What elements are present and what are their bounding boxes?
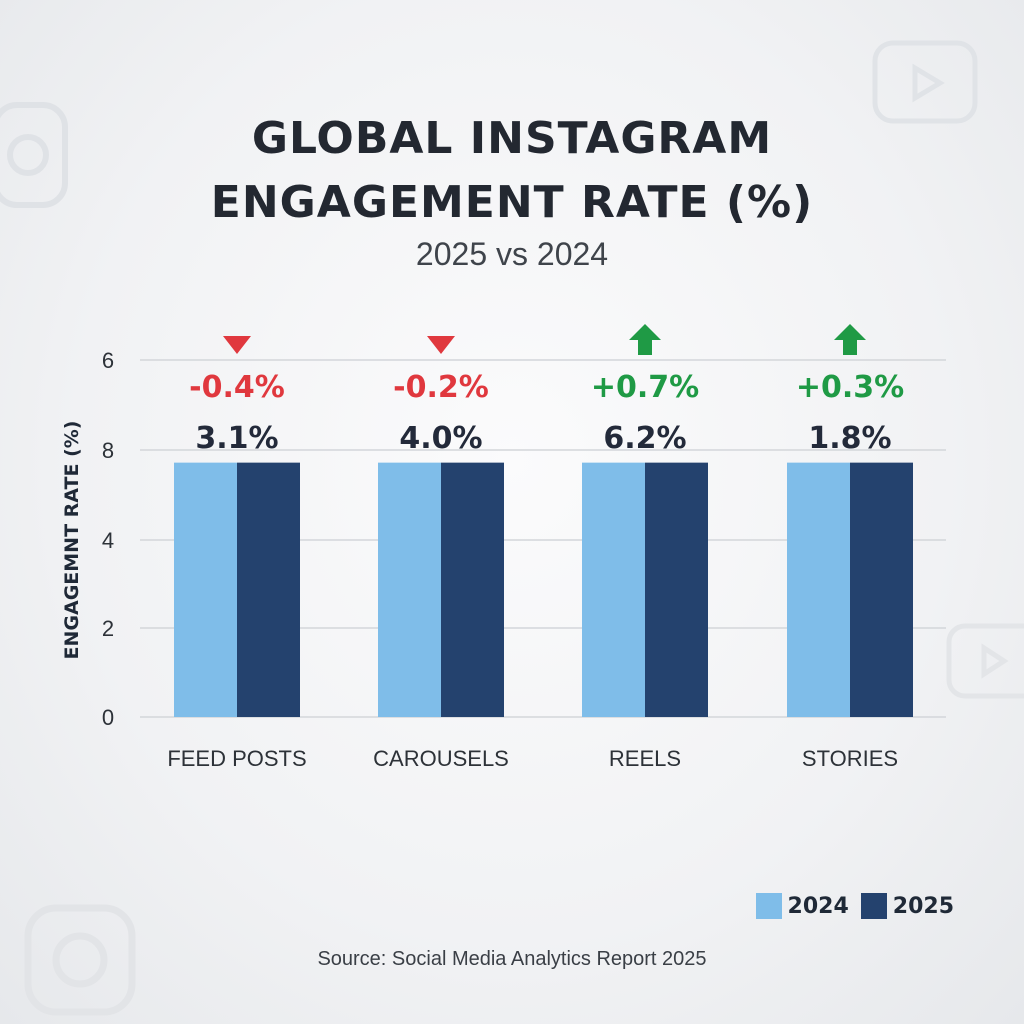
legend-item-2024: 2024 [755,893,849,919]
x-tick-label: FEED POSTS [167,746,306,771]
bar-chart: 0 2 4 8 6 ENGAGEMNT RATE (%) FEED POSTS 3.1% -0.… [61,324,946,771]
change-label: +0.3% [796,370,904,405]
legend: 2024 2025 [744,893,954,919]
instagram-icon [24,904,136,1016]
source-note: Source: Social Media Analytics Report 20… [317,948,707,970]
instagram-icon [0,102,68,208]
chart-subtitle: 2025 vs 2024 [415,236,609,272]
legend-item-2025: 2025 [860,893,954,919]
bar-2025-stories [850,462,913,717]
up-arrow-icon [834,324,866,355]
legend-swatch-2024 [755,893,782,919]
bar-2025-reels [645,462,708,717]
x-tick-label: STORIES [802,746,898,771]
change-label: -0.4% [189,370,285,405]
legend-swatch-2025 [860,893,887,919]
chart-title-line2: ENGAGEMENT RATE (%) [210,177,814,228]
x-tick-label: REELS [609,746,681,771]
bar-2024-carousels [378,462,441,717]
legend-label-2025: 2025 [892,893,954,919]
x-tick-label: CAROUSELS [373,746,509,771]
y-tick-label: 8 [102,438,114,463]
y-tick-label: 2 [102,616,114,641]
y-tick-label: 4 [102,528,114,553]
down-arrow-icon [427,336,455,354]
data-label: 1.8% [808,421,891,456]
bar-2025-feed-posts [237,462,300,717]
data-label: 6.2% [603,421,686,456]
bar-2024-reels [582,462,645,717]
change-label: +0.7% [591,370,699,405]
change-label: -0.2% [393,370,489,405]
y-axis-label: ENGAGEMNT RATE (%) [61,421,83,660]
chart-title: GLOBAL INSTAGRAM [251,113,773,164]
legend-label-2024: 2024 [787,893,849,919]
bar-2024-stories [787,462,850,717]
y-tick-label: 6 [102,348,114,373]
bar-2024-feed-posts [174,462,237,717]
up-arrow-icon [629,324,661,355]
data-label: 3.1% [195,421,278,456]
data-label: 4.0% [399,421,482,456]
bar-2025-carousels [441,462,504,717]
video-icon [872,40,978,124]
y-tick-label: 0 [102,705,114,730]
video-icon [946,623,1024,699]
down-arrow-icon [223,336,251,354]
